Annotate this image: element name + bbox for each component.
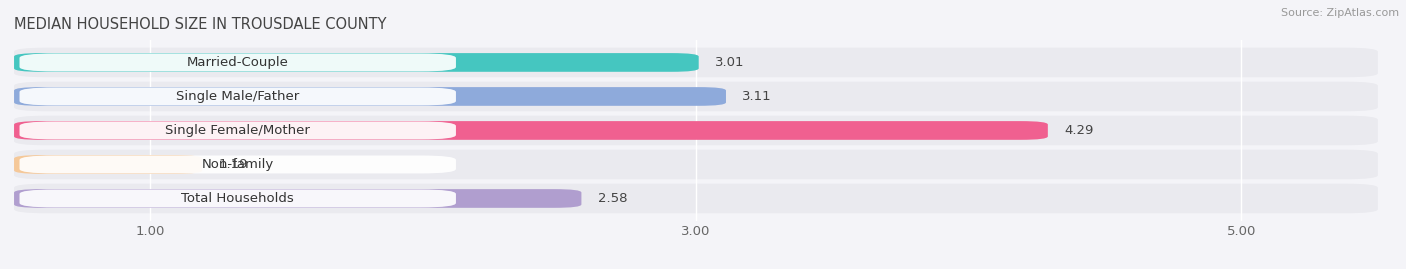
FancyBboxPatch shape bbox=[14, 116, 1378, 145]
Text: 3.11: 3.11 bbox=[742, 90, 772, 103]
Text: MEDIAN HOUSEHOLD SIZE IN TROUSDALE COUNTY: MEDIAN HOUSEHOLD SIZE IN TROUSDALE COUNT… bbox=[14, 17, 387, 32]
Text: Married-Couple: Married-Couple bbox=[187, 56, 288, 69]
FancyBboxPatch shape bbox=[20, 122, 456, 139]
FancyBboxPatch shape bbox=[20, 87, 456, 105]
FancyBboxPatch shape bbox=[14, 53, 699, 72]
FancyBboxPatch shape bbox=[20, 54, 456, 72]
Text: 1.19: 1.19 bbox=[219, 158, 247, 171]
FancyBboxPatch shape bbox=[14, 184, 1378, 213]
Text: Single Male/Father: Single Male/Father bbox=[176, 90, 299, 103]
Text: Non-family: Non-family bbox=[201, 158, 274, 171]
FancyBboxPatch shape bbox=[14, 82, 1378, 111]
Text: Single Female/Mother: Single Female/Mother bbox=[166, 124, 311, 137]
FancyBboxPatch shape bbox=[14, 87, 725, 106]
Text: 2.58: 2.58 bbox=[598, 192, 627, 205]
Text: Source: ZipAtlas.com: Source: ZipAtlas.com bbox=[1281, 8, 1399, 18]
Text: Total Households: Total Households bbox=[181, 192, 294, 205]
FancyBboxPatch shape bbox=[14, 121, 1047, 140]
Text: 3.01: 3.01 bbox=[716, 56, 745, 69]
FancyBboxPatch shape bbox=[14, 48, 1378, 77]
FancyBboxPatch shape bbox=[20, 189, 456, 207]
Text: 4.29: 4.29 bbox=[1064, 124, 1094, 137]
FancyBboxPatch shape bbox=[14, 155, 202, 174]
FancyBboxPatch shape bbox=[14, 150, 1378, 179]
FancyBboxPatch shape bbox=[14, 189, 582, 208]
FancyBboxPatch shape bbox=[20, 155, 456, 174]
